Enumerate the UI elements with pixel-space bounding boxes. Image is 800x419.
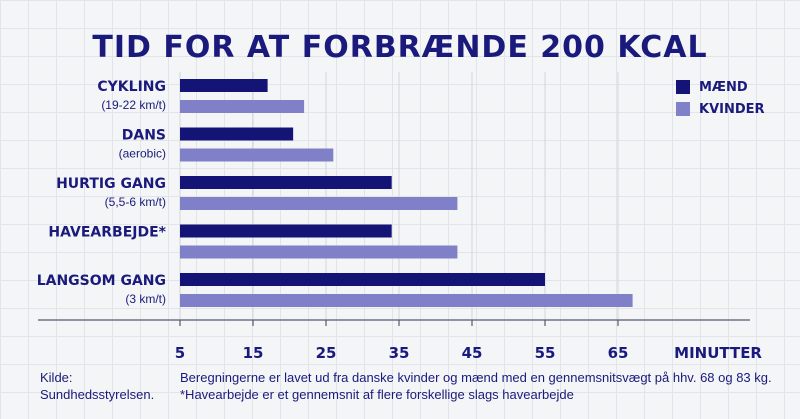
category-label: HURTIG GANG <box>56 176 166 192</box>
legend-swatch-maend <box>676 80 690 94</box>
category-sublabel: (aerobic) <box>119 147 166 161</box>
source-note: Kilde: Sundhedsstyrelsen. <box>40 369 154 403</box>
x-tick-label: 65 <box>608 344 629 362</box>
legend-label-kvinder: KVINDER <box>699 101 765 117</box>
x-axis-title: MINUTTER <box>674 344 762 362</box>
category-label: DANS <box>122 128 166 144</box>
category-sublabel: (5,5-6 km/t) <box>105 195 166 209</box>
x-tick-label: 25 <box>316 344 337 362</box>
bar-maend <box>180 176 392 189</box>
x-tick-label: 45 <box>462 344 483 362</box>
bar-kvinder <box>180 100 305 113</box>
footnote: Beregningerne er lavet ud fra danske kvi… <box>180 369 772 403</box>
bar-kvinder <box>180 294 633 307</box>
category-label: CYKLING <box>97 79 166 95</box>
bar-maend <box>180 224 392 238</box>
category-label: LANGSOM GANG <box>37 273 166 289</box>
x-tick-label: 5 <box>175 344 185 362</box>
legend: MÆND KVINDER <box>676 76 765 120</box>
bar-maend <box>180 273 545 286</box>
footnote-line: *Havearbejde er et gennemsnit af flere f… <box>180 387 574 402</box>
bar-maend <box>180 127 294 141</box>
x-tick-label: 55 <box>535 344 556 362</box>
x-tick-label: 35 <box>389 344 410 362</box>
source-line: Kilde: <box>40 370 73 385</box>
category-label: HAVEARBEJDE* <box>48 225 166 241</box>
bar-kvinder <box>180 245 458 259</box>
legend-swatch-kvinder <box>676 102 690 116</box>
chart-title: TID FOR AT FORBRÆNDE 200 KCAL <box>92 30 708 65</box>
footnote-line: Beregningerne er lavet ud fra danske kvi… <box>180 370 772 385</box>
bar-kvinder <box>180 197 458 210</box>
category-sublabel: (3 km/t) <box>125 292 166 306</box>
x-tick-label: 15 <box>243 344 264 362</box>
legend-item-maend: MÆND <box>676 76 765 98</box>
bar-kvinder <box>180 148 334 162</box>
legend-item-kvinder: KVINDER <box>676 98 765 120</box>
legend-label-maend: MÆND <box>699 79 748 95</box>
bar-maend <box>180 79 268 92</box>
category-sublabel: (19-22 km/t) <box>101 98 166 112</box>
source-line: Sundhedsstyrelsen. <box>40 387 155 402</box>
